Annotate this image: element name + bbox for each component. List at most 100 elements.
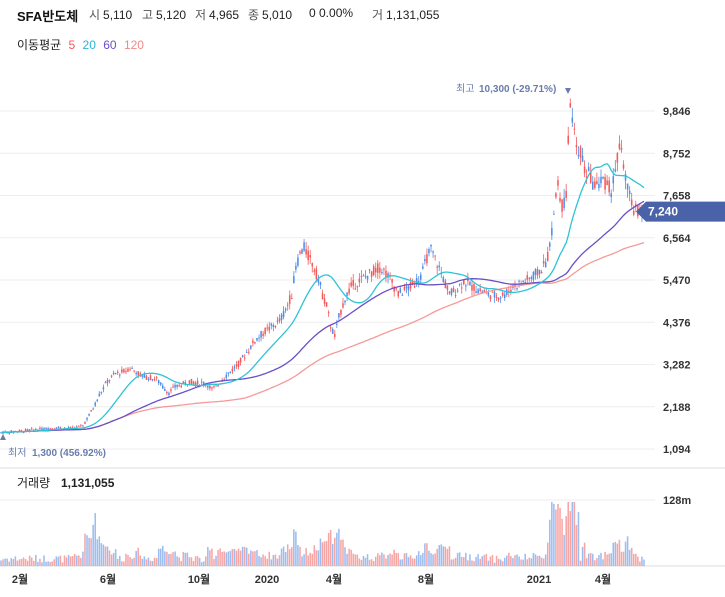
candle-body bbox=[78, 425, 80, 427]
volume-bar bbox=[506, 555, 508, 566]
volume-bar bbox=[465, 552, 467, 566]
volume-bar bbox=[297, 545, 299, 566]
candle-body bbox=[86, 417, 88, 420]
volume-bar bbox=[520, 559, 522, 566]
volume-bar bbox=[477, 554, 479, 566]
candle-body bbox=[516, 288, 518, 290]
candle-body bbox=[80, 424, 82, 426]
volume-bar bbox=[270, 559, 273, 566]
candle-body bbox=[235, 364, 238, 367]
candle-body bbox=[499, 297, 502, 299]
volume-bar bbox=[264, 556, 266, 566]
volume-bar bbox=[422, 552, 424, 566]
volume-bar bbox=[432, 554, 434, 566]
volume-bar bbox=[460, 556, 463, 566]
volume-bar bbox=[194, 556, 197, 566]
volume-bar bbox=[309, 552, 311, 566]
low-label: 저 bbox=[195, 8, 207, 22]
candle-body bbox=[452, 288, 455, 293]
candle-body bbox=[368, 269, 371, 271]
volume-bar bbox=[110, 554, 113, 566]
candle-body bbox=[409, 281, 412, 289]
volume-bar bbox=[141, 558, 144, 566]
candle-body bbox=[147, 378, 150, 380]
volume-bar bbox=[88, 537, 90, 566]
volume-bar bbox=[389, 553, 391, 566]
volume-bar bbox=[622, 551, 625, 566]
volume-bar bbox=[262, 554, 264, 566]
candle-body bbox=[594, 181, 596, 188]
candle-body bbox=[469, 281, 471, 286]
candle-body bbox=[477, 289, 479, 294]
candle-body bbox=[135, 372, 137, 374]
volume-bar bbox=[258, 556, 260, 566]
volume-bar bbox=[196, 556, 199, 566]
volume-bar bbox=[59, 555, 62, 566]
volume-bar bbox=[4, 558, 6, 566]
candle-body bbox=[340, 309, 342, 315]
volume-bar bbox=[254, 551, 256, 566]
volume-bar bbox=[252, 551, 254, 566]
candle-body bbox=[426, 254, 428, 264]
candle-body bbox=[305, 249, 307, 255]
candle-body bbox=[192, 381, 195, 385]
volume-bar bbox=[182, 551, 185, 566]
volume-bar bbox=[213, 558, 215, 566]
candle-body bbox=[39, 427, 41, 430]
candle-body bbox=[223, 379, 225, 381]
candlestick-series bbox=[0, 98, 645, 435]
candle-body bbox=[315, 268, 318, 280]
volume-bar bbox=[315, 550, 318, 566]
volume-bar bbox=[321, 542, 324, 566]
ma-legend-60[interactable]: 60 bbox=[103, 38, 117, 52]
candle-body bbox=[84, 422, 86, 424]
candle-body bbox=[573, 128, 576, 130]
candle-body bbox=[260, 331, 262, 338]
candle-body bbox=[190, 378, 193, 385]
volume-bar bbox=[336, 532, 338, 566]
ma-legend-5[interactable]: 5 bbox=[68, 38, 76, 52]
candle-body bbox=[489, 295, 492, 300]
volume-bar bbox=[331, 543, 334, 566]
open-value: 5,110 bbox=[103, 8, 133, 22]
candle-body bbox=[239, 357, 242, 363]
price-tick-label: 1,094 bbox=[663, 444, 691, 456]
volume-bar bbox=[276, 558, 279, 566]
candle-body bbox=[381, 272, 383, 274]
candle-body bbox=[104, 382, 107, 384]
volume-bar bbox=[272, 555, 275, 566]
volume-bar bbox=[452, 559, 455, 566]
volume-bar bbox=[383, 554, 385, 566]
volume-bar bbox=[643, 559, 645, 566]
volume-bar bbox=[82, 551, 84, 566]
price-tick-label: 4,376 bbox=[663, 317, 691, 329]
candle-body bbox=[139, 373, 142, 375]
volume-bar bbox=[413, 558, 416, 566]
volume-bar bbox=[436, 548, 438, 566]
volume-bar bbox=[481, 556, 483, 566]
candle-body bbox=[41, 428, 43, 431]
volume-bar bbox=[608, 553, 610, 566]
candle-body bbox=[436, 266, 438, 268]
volume-bar bbox=[170, 553, 172, 566]
volume-bar bbox=[526, 559, 529, 566]
ma-legend-20[interactable]: 20 bbox=[82, 38, 96, 52]
candle-body bbox=[456, 290, 459, 292]
candle-body bbox=[598, 183, 600, 189]
volume-bar bbox=[637, 556, 639, 566]
volume-bar bbox=[123, 561, 125, 566]
candle-body bbox=[336, 323, 338, 325]
price-tick-label: 6,564 bbox=[663, 233, 691, 245]
ma-legend-120[interactable]: 120 bbox=[123, 38, 144, 52]
candle-body bbox=[268, 326, 271, 331]
candle-body bbox=[295, 265, 297, 270]
candle-body bbox=[571, 117, 574, 123]
volume-bar bbox=[626, 536, 629, 566]
candle-body bbox=[493, 291, 496, 298]
volume-bar bbox=[65, 557, 68, 566]
volume-bar bbox=[299, 546, 301, 566]
volume-bar bbox=[116, 558, 119, 566]
date-tick-label: 4월 bbox=[326, 572, 342, 586]
volume-bar bbox=[514, 555, 516, 566]
